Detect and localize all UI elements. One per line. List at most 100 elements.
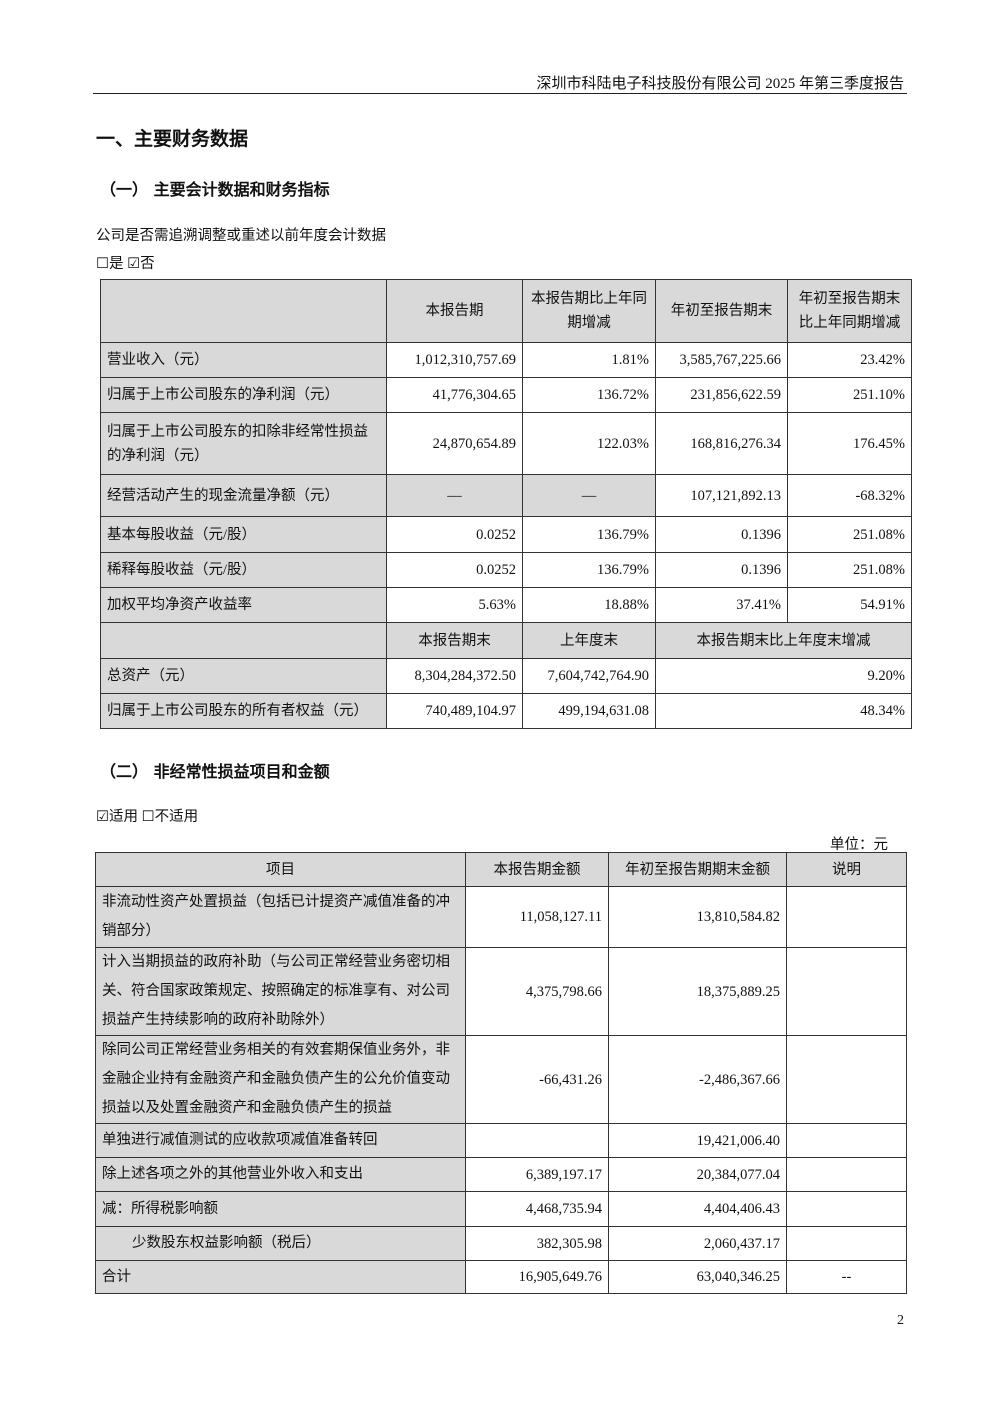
- table-row: 稀释每股收益（元/股） 0.0252 136.79% 0.1396 251.08%: [100, 552, 912, 588]
- cell-value: 13,810,584.82: [608, 886, 787, 948]
- cell-value: 41,776,304.65: [386, 377, 523, 413]
- cell-value: -68.32%: [787, 474, 912, 517]
- cell-value: 0.0252: [386, 516, 523, 553]
- row-label: 归属于上市公司股东的净利润（元）: [100, 377, 387, 413]
- cell-value: -2,486,367.66: [608, 1035, 787, 1124]
- cell-value: 251.08%: [787, 552, 912, 588]
- row-label: 单独进行减值测试的应收款项减值准备转回: [95, 1123, 466, 1158]
- non-recurring-items-table: 项目 本报告期金额 年初至报告期期末金额 说明 非流动性资产处置损益（包括已计提资产减值…: [95, 852, 907, 1294]
- cell-value: 19,421,006.40: [608, 1123, 787, 1158]
- column-header: [100, 279, 387, 343]
- table-row: 合计 16,905,649.76 63,040,346.25 --: [95, 1260, 907, 1294]
- table-row: 计入当期损益的政府补助（与公司正常经营业务密切相关、符合国家政策规定、按照确定的…: [95, 947, 907, 1036]
- table-row: 归属于上市公司股东的扣除非经常性损益的净利润（元） 24,870,654.89 12…: [100, 412, 912, 475]
- table-row: 加权平均净资产收益率 5.63% 18.88% 37.41% 54.91%: [100, 587, 912, 623]
- cell-value: 37.41%: [655, 587, 788, 623]
- table-row: 少数股东权益影响额（税后） 382,305.98 2,060,437.17: [95, 1226, 907, 1261]
- cell-value: 0.0252: [386, 552, 523, 588]
- cell-value: 136.79%: [522, 552, 656, 588]
- unit-label: 单位：元: [830, 837, 888, 853]
- report-header-title: 深圳市科陆电子科技股份有限公司 2025 年第三季度报告: [536, 76, 904, 92]
- row-label: 稀释每股收益（元/股）: [100, 552, 387, 588]
- table-row: 总资产（元） 8,304,284,372.50 7,604,742,764.90 9.…: [100, 658, 912, 694]
- section-title: 一、主要财务数据: [96, 128, 249, 150]
- cell-value: 4,375,798.66: [465, 947, 609, 1036]
- cell-value: 18.88%: [522, 587, 656, 623]
- cell-value: [786, 1157, 907, 1192]
- cell-value: 176.45%: [787, 412, 912, 475]
- cell-value: --: [786, 1260, 907, 1294]
- table-row: 归属于上市公司股东的所有者权益（元） 740,489,104.97 499,194,…: [100, 693, 912, 729]
- table-row: 除同公司正常经营业务相关的有效套期保值业务外，非金融企业持有金融资产和金融负债产…: [95, 1035, 907, 1124]
- row-label: 总资产（元）: [100, 658, 387, 694]
- cell-value: 7,604,742,764.90: [522, 658, 656, 694]
- column-header: 上年度末: [522, 622, 656, 659]
- restate-options: ☐是 ☑否: [96, 256, 155, 272]
- header-divider: [93, 93, 907, 94]
- cell-value: 9.20%: [655, 658, 912, 694]
- column-header: 项目: [95, 852, 466, 887]
- cell-value: 1.81%: [522, 342, 656, 378]
- cell-value: 4,468,735.94: [465, 1191, 609, 1227]
- cell-value: [786, 1123, 907, 1158]
- cell-value: [465, 1123, 609, 1158]
- cell-value: 16,905,649.76: [465, 1260, 609, 1294]
- cell-value: 11,058,127.11: [465, 886, 609, 948]
- cell-value: 24,870,654.89: [386, 412, 523, 475]
- table-subheader-row: 本报告期末 上年度末 本报告期末比上年度末增减: [100, 622, 912, 659]
- cell-value: 20,384,077.04: [608, 1157, 787, 1192]
- table-row: 单独进行减值测试的应收款项减值准备转回 19,421,006.40: [95, 1123, 907, 1158]
- cell-value: 0.1396: [655, 552, 788, 588]
- cell-value: [786, 947, 907, 1036]
- cell-value: 136.79%: [522, 516, 656, 553]
- column-header: 年初至报告期期末金额: [608, 852, 787, 887]
- table-row: 营业收入（元） 1,012,310,757.69 1.81% 3,585,767,22…: [100, 342, 912, 378]
- cell-value: 63,040,346.25: [608, 1260, 787, 1294]
- row-label: 计入当期损益的政府补助（与公司正常经营业务密切相关、符合国家政策规定、按照确定的…: [95, 947, 466, 1036]
- table-row: 减：所得税影响额 4,468,735.94 4,404,406.43: [95, 1191, 907, 1227]
- cell-value: 168,816,276.34: [655, 412, 788, 475]
- table-row: 基本每股收益（元/股） 0.0252 136.79% 0.1396 251.08%: [100, 516, 912, 553]
- cell-value: 18,375,889.25: [608, 947, 787, 1036]
- cell-value: 136.72%: [522, 377, 656, 413]
- cell-value: 6,389,197.17: [465, 1157, 609, 1192]
- subsection-title-2: （二） 非经常性损益项目和金额: [100, 762, 330, 781]
- cell-value: 107,121,892.13: [655, 474, 788, 517]
- cell-value: 251.10%: [787, 377, 912, 413]
- row-label: 合计: [95, 1260, 466, 1294]
- cell-value: 4,404,406.43: [608, 1191, 787, 1227]
- page-number: 2: [897, 1313, 904, 1328]
- row-label: 归属于上市公司股东的所有者权益（元）: [100, 693, 387, 729]
- row-label: 减：所得税影响额: [95, 1191, 466, 1227]
- cell-value: 48.34%: [655, 693, 912, 729]
- row-label: 除同公司正常经营业务相关的有效套期保值业务外，非金融企业持有金融资产和金融负债产…: [95, 1035, 466, 1124]
- row-label: 少数股东权益影响额（税后）: [95, 1226, 466, 1261]
- column-header: [100, 622, 387, 659]
- cell-value: 382,305.98: [465, 1226, 609, 1261]
- cell-value: 1,012,310,757.69: [386, 342, 523, 378]
- row-label: 营业收入（元）: [100, 342, 387, 378]
- cell-value: [786, 1226, 907, 1261]
- column-header: 本报告期末: [386, 622, 523, 659]
- cell-value: 23.42%: [787, 342, 912, 378]
- subsection-title-1: （一） 主要会计数据和财务指标: [100, 180, 330, 199]
- cell-value: 3,585,767,225.66: [655, 342, 788, 378]
- row-label: 除上述各项之外的其他营业外收入和支出: [95, 1157, 466, 1192]
- cell-value: [786, 1035, 907, 1124]
- cell-value: —: [522, 474, 656, 517]
- table-row: 非流动性资产处置损益（包括已计提资产减值准备的冲销部分） 11,058,127.1…: [95, 886, 907, 948]
- restate-question: 公司是否需追溯调整或重述以前年度会计数据: [96, 228, 386, 244]
- table-row: 除上述各项之外的其他营业外收入和支出 6,389,197.17 20,384,077…: [95, 1157, 907, 1192]
- applicable-options: ☑适用 ☐不适用: [96, 809, 199, 825]
- row-label: 非流动性资产处置损益（包括已计提资产减值准备的冲销部分）: [95, 886, 466, 948]
- row-label: 加权平均净资产收益率: [100, 587, 387, 623]
- column-header: 说明: [786, 852, 907, 887]
- table-header-row: 项目 本报告期金额 年初至报告期期末金额 说明: [95, 852, 907, 887]
- cell-value: 231,856,622.59: [655, 377, 788, 413]
- row-label: 归属于上市公司股东的扣除非经常性损益的净利润（元）: [100, 412, 387, 475]
- row-label: 基本每股收益（元/股）: [100, 516, 387, 553]
- column-header: 本报告期金额: [465, 852, 609, 887]
- table-row: 经营活动产生的现金流量净额（元） — —107,121,892.13 -68.32%: [100, 474, 912, 517]
- column-header: 本报告期末比上年度末增减: [655, 622, 912, 659]
- column-header: 本报告期: [386, 279, 523, 343]
